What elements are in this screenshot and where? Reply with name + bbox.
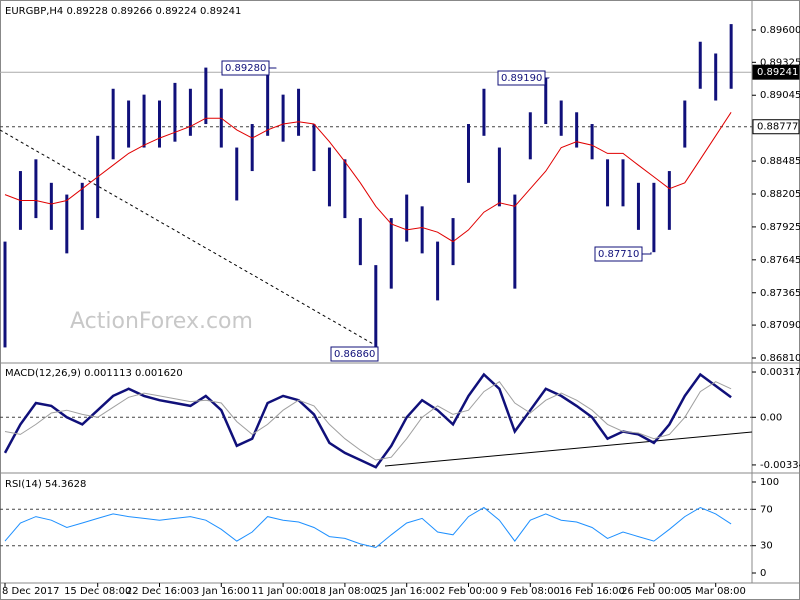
- x-tick-label: 11 Jan 00:00: [251, 586, 314, 597]
- price-bar: [142, 94, 146, 148]
- annotation-box: [221, 60, 270, 76]
- x-tick-label: 2 Feb 00:00: [439, 586, 498, 597]
- y-tick-label: 0.87365: [760, 288, 800, 299]
- y-tick-label: 0: [760, 568, 766, 579]
- price-bar: [544, 78, 548, 125]
- price-bar: [467, 124, 470, 183]
- trend-line: [0, 129, 376, 346]
- annotation: 0.89190: [501, 73, 542, 84]
- price-bar: [250, 124, 254, 172]
- level-label-box: [752, 64, 800, 80]
- y-tick-label: 0.87645: [760, 255, 800, 266]
- indicator-line: [4, 506, 732, 549]
- x-tick-label: 15 Dec 08:00: [64, 586, 131, 597]
- y-tick-label: 0.89600: [760, 25, 800, 36]
- price-bar: [327, 147, 331, 207]
- price-bar: [281, 94, 285, 142]
- annotation-box: [497, 70, 546, 86]
- price-bar: [235, 147, 239, 201]
- x-tick-label: 9 Feb 08:00: [501, 586, 560, 597]
- price-bar: [65, 194, 69, 254]
- price-bar: [49, 182, 53, 230]
- price-bar: [652, 182, 656, 253]
- price-bar: [405, 194, 409, 242]
- price-bar: [714, 53, 718, 101]
- y-tick-label: 0.88485: [760, 156, 800, 167]
- price-bar: [729, 24, 733, 89]
- price-bar: [436, 241, 440, 301]
- price-bar: [158, 100, 161, 148]
- price-header: EURGBP,H4 0.89228 0.89266 0.89224 0.8924…: [5, 6, 241, 17]
- level-label: 0.89241: [757, 67, 798, 78]
- price-bar: [606, 159, 610, 207]
- trend-line: [384, 431, 753, 467]
- price-bar: [683, 100, 687, 148]
- price-bar: [127, 100, 131, 148]
- annotation-box: [330, 346, 379, 362]
- annotation-box: [594, 246, 643, 262]
- x-tick-label: 18 Jan 08:00: [313, 586, 376, 597]
- price-bar: [173, 82, 177, 142]
- y-tick-label: 0.89045: [760, 90, 800, 101]
- rsi-header: RSI(14) 54.3628: [5, 479, 86, 490]
- annotation-connector: [642, 252, 652, 255]
- y-tick-label: -0.003344: [760, 460, 800, 471]
- y-tick-label: 0.89325: [760, 57, 800, 68]
- macd-header: MACD(12,26,9) 0.001113 0.001620: [5, 368, 183, 379]
- price-bar: [559, 100, 563, 136]
- x-tick-label: 8 Dec 2017: [2, 586, 60, 597]
- price-bar: [358, 218, 362, 266]
- x-tick-label: 3 Jan 16:00: [193, 586, 250, 597]
- x-tick-label: 16 Feb 16:00: [559, 586, 625, 597]
- price-bar: [667, 171, 671, 230]
- y-tick-label: 0.88205: [760, 189, 800, 200]
- level-label: 0.88777: [757, 122, 798, 133]
- indicator-line: [3, 372, 732, 469]
- price-bar: [698, 41, 702, 89]
- annotation: 0.87710: [598, 249, 639, 260]
- y-tick-label: 100: [760, 477, 779, 488]
- price-bar: [3, 241, 7, 348]
- price-bar: [312, 124, 316, 172]
- price-bar: [204, 67, 208, 125]
- watermark: ActionForex.com: [70, 309, 253, 334]
- price-bar: [590, 124, 594, 160]
- price-bar: [80, 182, 84, 230]
- y-tick-label: 30: [760, 541, 773, 552]
- price-bar: [420, 206, 424, 254]
- y-tick-label: 0.86810: [760, 353, 800, 364]
- level-label-box: [752, 119, 800, 135]
- y-tick-label: 70: [760, 504, 773, 515]
- y-tick-label: 0.003177: [760, 367, 800, 378]
- price-bar: [497, 147, 501, 207]
- x-tick-label: 26 Feb 00:00: [621, 586, 687, 597]
- y-tick-label: 0.87090: [760, 320, 800, 331]
- x-tick-label: 5 Mar 08:00: [685, 586, 745, 597]
- price-bar: [111, 88, 115, 160]
- price-bar: [188, 88, 192, 136]
- moving-average: [4, 112, 732, 243]
- x-tick-label: 25 Jan 16:00: [375, 586, 438, 597]
- x-tick-label: 22 Dec 16:00: [126, 586, 193, 597]
- price-bar: [266, 71, 270, 136]
- plot: 0.89600 0.89325 0.89045 0.88485 0.88205 0.879…: [0, 24, 800, 597]
- y-tick-label: 0.87925: [760, 222, 800, 233]
- price-bar: [389, 218, 393, 289]
- price-bar: [621, 159, 625, 207]
- annotation: 0.86860: [334, 349, 375, 360]
- price-bar: [513, 194, 517, 289]
- price-bar: [343, 159, 347, 219]
- annotation: 0.89280: [225, 63, 266, 74]
- price-bar: [374, 265, 378, 353]
- price-bar: [34, 159, 38, 219]
- y-tick-label: 0.00: [760, 412, 782, 423]
- price-bar: [482, 88, 486, 136]
- price-bar: [528, 112, 532, 160]
- price-bar: [575, 112, 579, 148]
- price-bar: [297, 88, 301, 136]
- price-bar: [636, 182, 640, 230]
- indicator-line: [4, 381, 732, 461]
